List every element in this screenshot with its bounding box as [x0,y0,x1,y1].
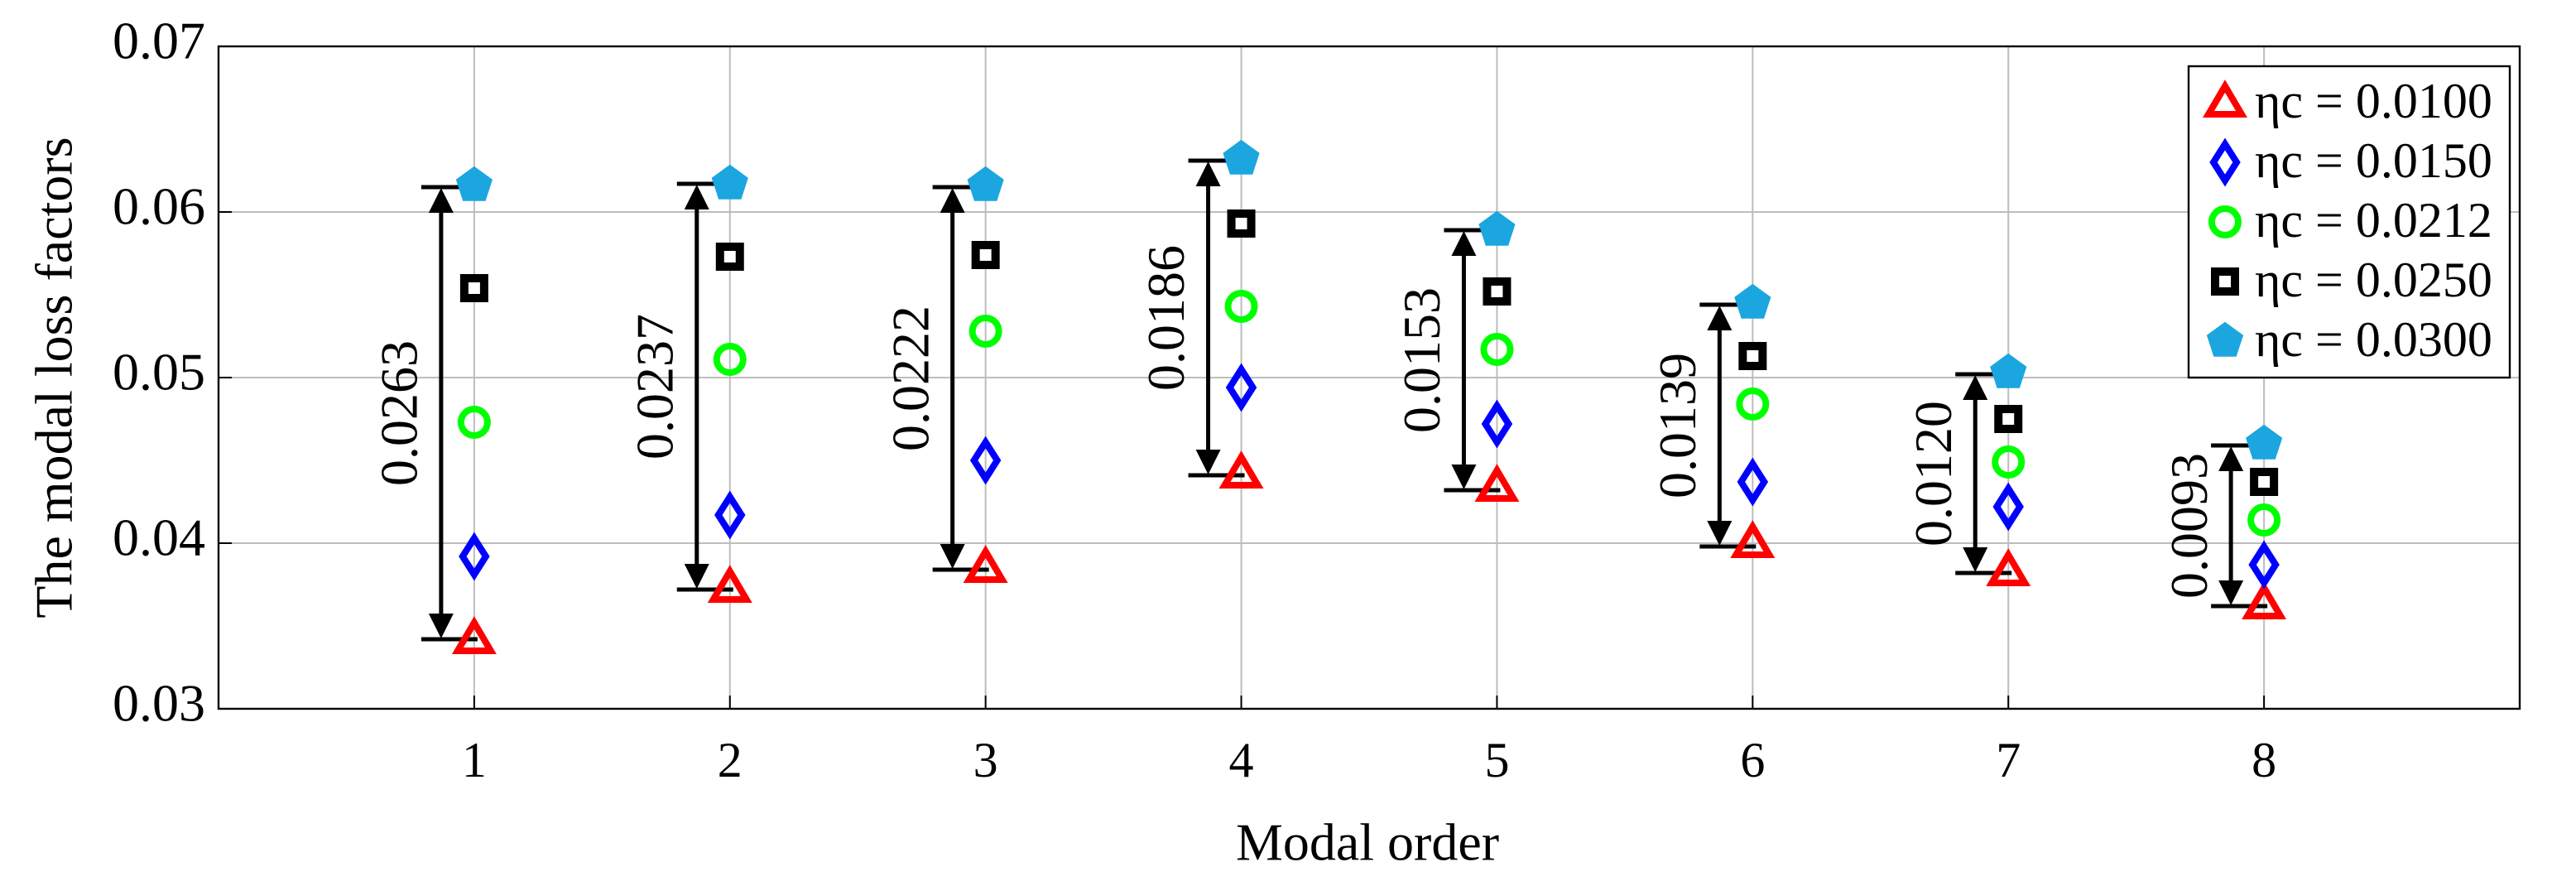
point [1227,209,1256,238]
range-label: 0.0222 [881,306,940,451]
point [1480,333,1514,366]
point [711,164,748,200]
legend-label: ηc = 0.0300 [2255,312,2492,367]
point [707,565,752,603]
point [969,436,1002,485]
legend-label: ηc = 0.0250 [2255,253,2492,307]
range-label: 0.0186 [1137,245,1195,391]
point [2209,137,2241,187]
y-tick-label: 0.05 [113,343,205,402]
y-tick-label: 0.03 [113,674,205,733]
point [1223,139,1260,175]
range-label: 0.0139 [1648,353,1707,498]
legend-label: ηc = 0.0150 [2255,133,2492,188]
point [1738,342,1767,370]
point [1218,450,1264,489]
x-tick-label: 1 [462,733,487,787]
point [2208,205,2242,238]
axes-frame [217,45,2521,710]
point [451,616,497,654]
point [1483,277,1511,306]
point [2242,581,2287,619]
point [457,406,491,439]
range-label: 0.0120 [1904,401,1963,546]
x-tick-label: 2 [718,733,743,787]
x-tick-label: 3 [973,733,998,787]
point [1992,445,2026,479]
range-label: 0.0237 [625,314,684,460]
x-tick-label: 6 [1740,733,1765,787]
y-axis-label: The modal loss factors [25,137,84,618]
range-label: 0.0263 [370,340,429,486]
x-axis-label: Modal order [1236,813,1499,872]
range-label: 0.0153 [1392,287,1451,433]
point [2206,321,2244,357]
y-tick-label: 0.06 [113,177,205,236]
x-tick-label: 8 [2252,733,2276,787]
point [2211,267,2239,296]
point [715,243,744,271]
point [2247,503,2281,537]
point [714,490,746,540]
point [2248,540,2280,590]
y-tick-label: 0.07 [113,12,205,70]
point [1990,353,2027,388]
point [2203,79,2247,118]
x-tick-label: 4 [1229,733,1254,787]
point [713,343,747,376]
point [459,274,488,302]
point [1474,464,1520,502]
point [1992,482,2024,532]
point [1737,457,1769,507]
y-tick-label: 0.04 [113,508,205,567]
x-tick-label: 5 [1484,733,1509,787]
point [1478,210,1516,246]
point [1734,283,1771,319]
point [455,166,493,201]
point [1736,388,1770,421]
legend-label: ηc = 0.0212 [2255,193,2492,248]
point [1986,548,2031,586]
point [963,545,1008,583]
point [1224,290,1258,323]
point [2246,424,2283,460]
point [1994,405,2023,433]
range-label: 0.0093 [2160,453,2218,599]
legend-label: ηc = 0.0100 [2255,74,2492,128]
point [1481,399,1513,449]
point [459,532,490,581]
point [968,315,1002,348]
point [1225,363,1257,412]
point [2250,468,2279,496]
point [971,241,1000,269]
x-tick-label: 7 [1996,733,2021,787]
point [1730,520,1776,558]
legend-box [2187,65,2511,379]
point [967,166,1004,201]
